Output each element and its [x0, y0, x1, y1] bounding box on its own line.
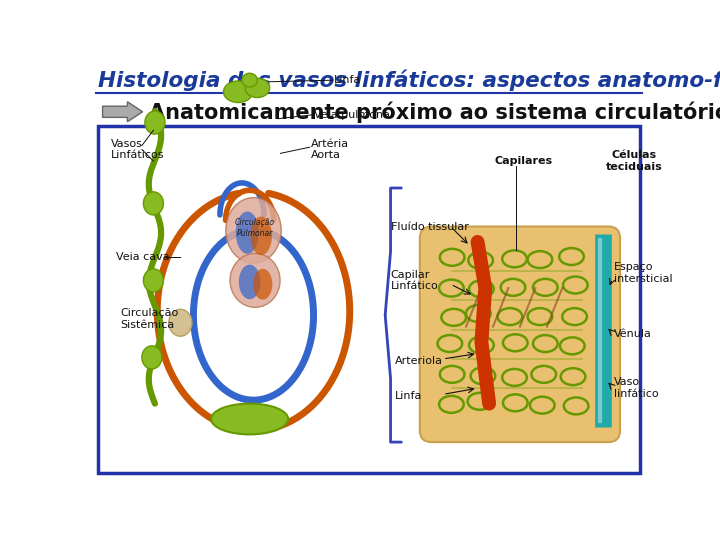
Text: Células
teciduais: Células teciduais [606, 150, 662, 172]
Ellipse shape [211, 403, 288, 434]
Text: Histologia dos vasos linfáticos: aspectos anatomo-funcionais: Histologia dos vasos linfáticos: aspecto… [98, 70, 720, 91]
Text: Vênula: Vênula [614, 329, 652, 339]
Text: Linfa: Linfa [334, 75, 361, 85]
FancyBboxPatch shape [420, 226, 620, 442]
Text: Vaso
linfático: Vaso linfático [614, 377, 659, 399]
Text: Artéria
Aorta: Artéria Aorta [311, 139, 349, 160]
Text: Veia pulmonar: Veia pulmonar [314, 110, 394, 120]
Text: Vasos
Linfáticos: Vasos Linfáticos [111, 139, 165, 160]
Ellipse shape [223, 81, 253, 103]
Ellipse shape [230, 253, 280, 307]
Text: Linfa: Linfa [395, 391, 423, 401]
Ellipse shape [235, 212, 259, 254]
Text: Fluído tissular: Fluído tissular [390, 221, 469, 232]
Ellipse shape [242, 73, 257, 87]
Ellipse shape [251, 217, 272, 255]
Text: Capilares: Capilares [495, 156, 553, 166]
Ellipse shape [145, 111, 165, 134]
Ellipse shape [168, 309, 192, 336]
Ellipse shape [143, 269, 163, 292]
Ellipse shape [142, 346, 162, 369]
Ellipse shape [239, 265, 261, 299]
Ellipse shape [226, 198, 282, 263]
Text: Circulação
Pulmonar: Circulação Pulmonar [235, 218, 275, 238]
Text: Espaço
intersticial: Espaço intersticial [614, 262, 672, 284]
Text: Arteriola: Arteriola [395, 356, 444, 366]
Ellipse shape [143, 192, 163, 215]
Text: Circulação
Sistêmica: Circulação Sistêmica [120, 308, 179, 330]
Bar [98, 126, 640, 473]
Text: Capilar
Linfático: Capilar Linfático [390, 269, 438, 291]
Polygon shape [102, 102, 143, 122]
Text: Veia cava: Veia cava [117, 252, 170, 262]
Ellipse shape [245, 78, 270, 98]
Ellipse shape [253, 269, 272, 300]
Text: Anatomicamente próximo ao sistema circulatório: Anatomicamente próximo ao sistema circul… [149, 101, 720, 123]
